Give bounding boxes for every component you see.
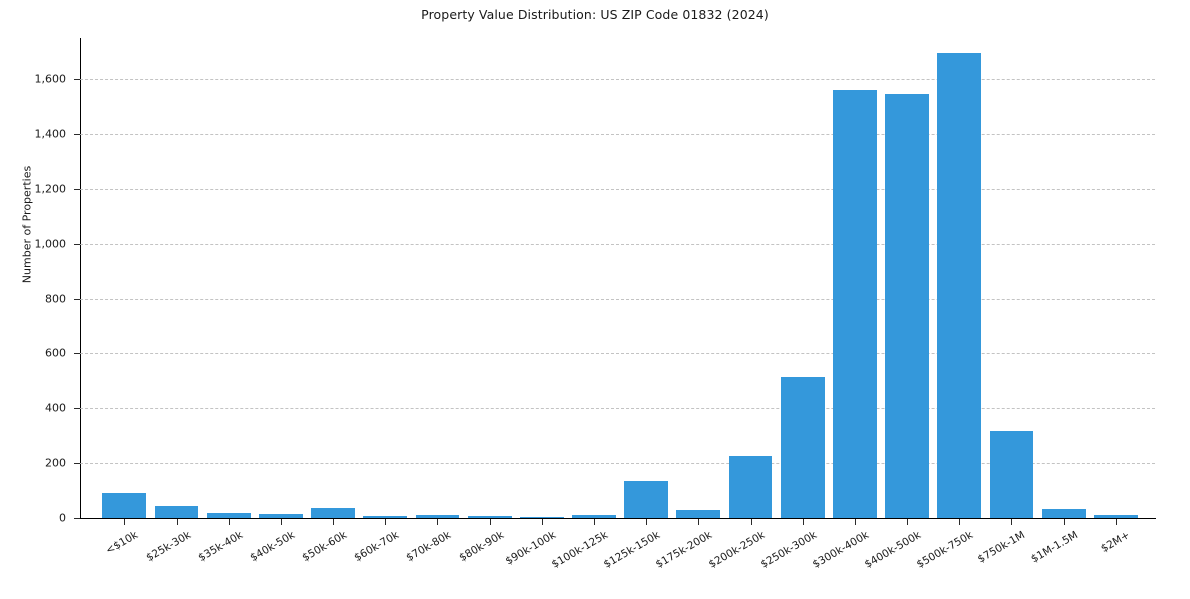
x-tick-mark [1011, 519, 1013, 525]
gridline [80, 408, 1155, 410]
bar[interactable] [311, 507, 355, 518]
bar[interactable] [937, 52, 982, 518]
y-tick-mark [74, 298, 80, 300]
gridline [80, 353, 1155, 355]
gridline [80, 188, 1155, 190]
x-tick-mark [280, 519, 282, 525]
bar[interactable] [102, 493, 147, 518]
y-tick-label: 1,600 [34, 72, 67, 86]
y-tick-label: 1,200 [34, 182, 67, 196]
bar[interactable] [1041, 508, 1086, 518]
bar[interactable] [258, 513, 303, 518]
bar[interactable] [415, 514, 460, 518]
bar[interactable] [363, 515, 408, 518]
x-tick-mark [124, 519, 126, 525]
x-tick-mark [594, 519, 596, 525]
bar[interactable] [624, 480, 669, 518]
y-tick-label: 800 [45, 292, 66, 306]
x-tick-mark [698, 519, 700, 525]
gridline [80, 463, 1155, 465]
gridline [80, 243, 1155, 245]
bar[interactable] [154, 505, 199, 518]
x-tick-mark [176, 519, 178, 525]
x-tick-mark [228, 519, 230, 525]
y-tick-label: 200 [45, 456, 66, 470]
gridline [80, 134, 1155, 135]
y-tick-label: 600 [45, 346, 66, 360]
bar[interactable] [676, 510, 721, 518]
bar[interactable] [206, 513, 251, 518]
x-axis-spine [80, 518, 1156, 520]
x-tick-mark [1063, 519, 1065, 525]
y-tick-mark [74, 134, 80, 135]
x-tick-mark [854, 519, 856, 525]
bar[interactable] [572, 514, 616, 518]
y-tick-label: 1,400 [34, 127, 67, 141]
bar[interactable] [728, 455, 773, 518]
gridline [80, 79, 1155, 81]
bar[interactable] [885, 93, 930, 518]
y-tick-label: 1,000 [34, 237, 67, 251]
bar[interactable] [519, 516, 564, 518]
y-tick-mark [74, 243, 80, 245]
bar[interactable] [1093, 514, 1138, 518]
y-tick-mark [74, 463, 80, 465]
x-tick-mark [437, 519, 439, 525]
x-tick-mark [333, 519, 335, 525]
x-tick-mark [489, 519, 491, 525]
x-tick-mark [385, 519, 387, 525]
bar[interactable] [833, 89, 877, 518]
y-axis-label: Number of Properties [20, 165, 34, 284]
y-tick-mark [74, 79, 80, 81]
y-tick-mark [74, 188, 80, 190]
chart-title: Property Value Distribution: US ZIP Code… [421, 7, 769, 22]
plot-area [80, 38, 1155, 518]
y-axis-spine [80, 38, 81, 519]
y-tick-mark [74, 518, 80, 519]
x-tick-mark [646, 519, 648, 525]
x-tick-mark [907, 519, 909, 525]
y-tick-mark [74, 408, 80, 410]
x-tick-mark [802, 519, 804, 525]
x-tick-mark [541, 519, 543, 525]
x-tick-mark [750, 519, 752, 525]
y-tick-label: 400 [45, 401, 66, 415]
bar[interactable] [780, 376, 825, 518]
bar[interactable] [467, 516, 512, 518]
x-tick-mark [1115, 519, 1117, 525]
y-tick-mark [74, 353, 80, 355]
x-tick-mark [959, 519, 961, 525]
y-tick-label: 0 [59, 511, 66, 525]
bar[interactable] [989, 430, 1034, 518]
gridline [80, 298, 1155, 300]
